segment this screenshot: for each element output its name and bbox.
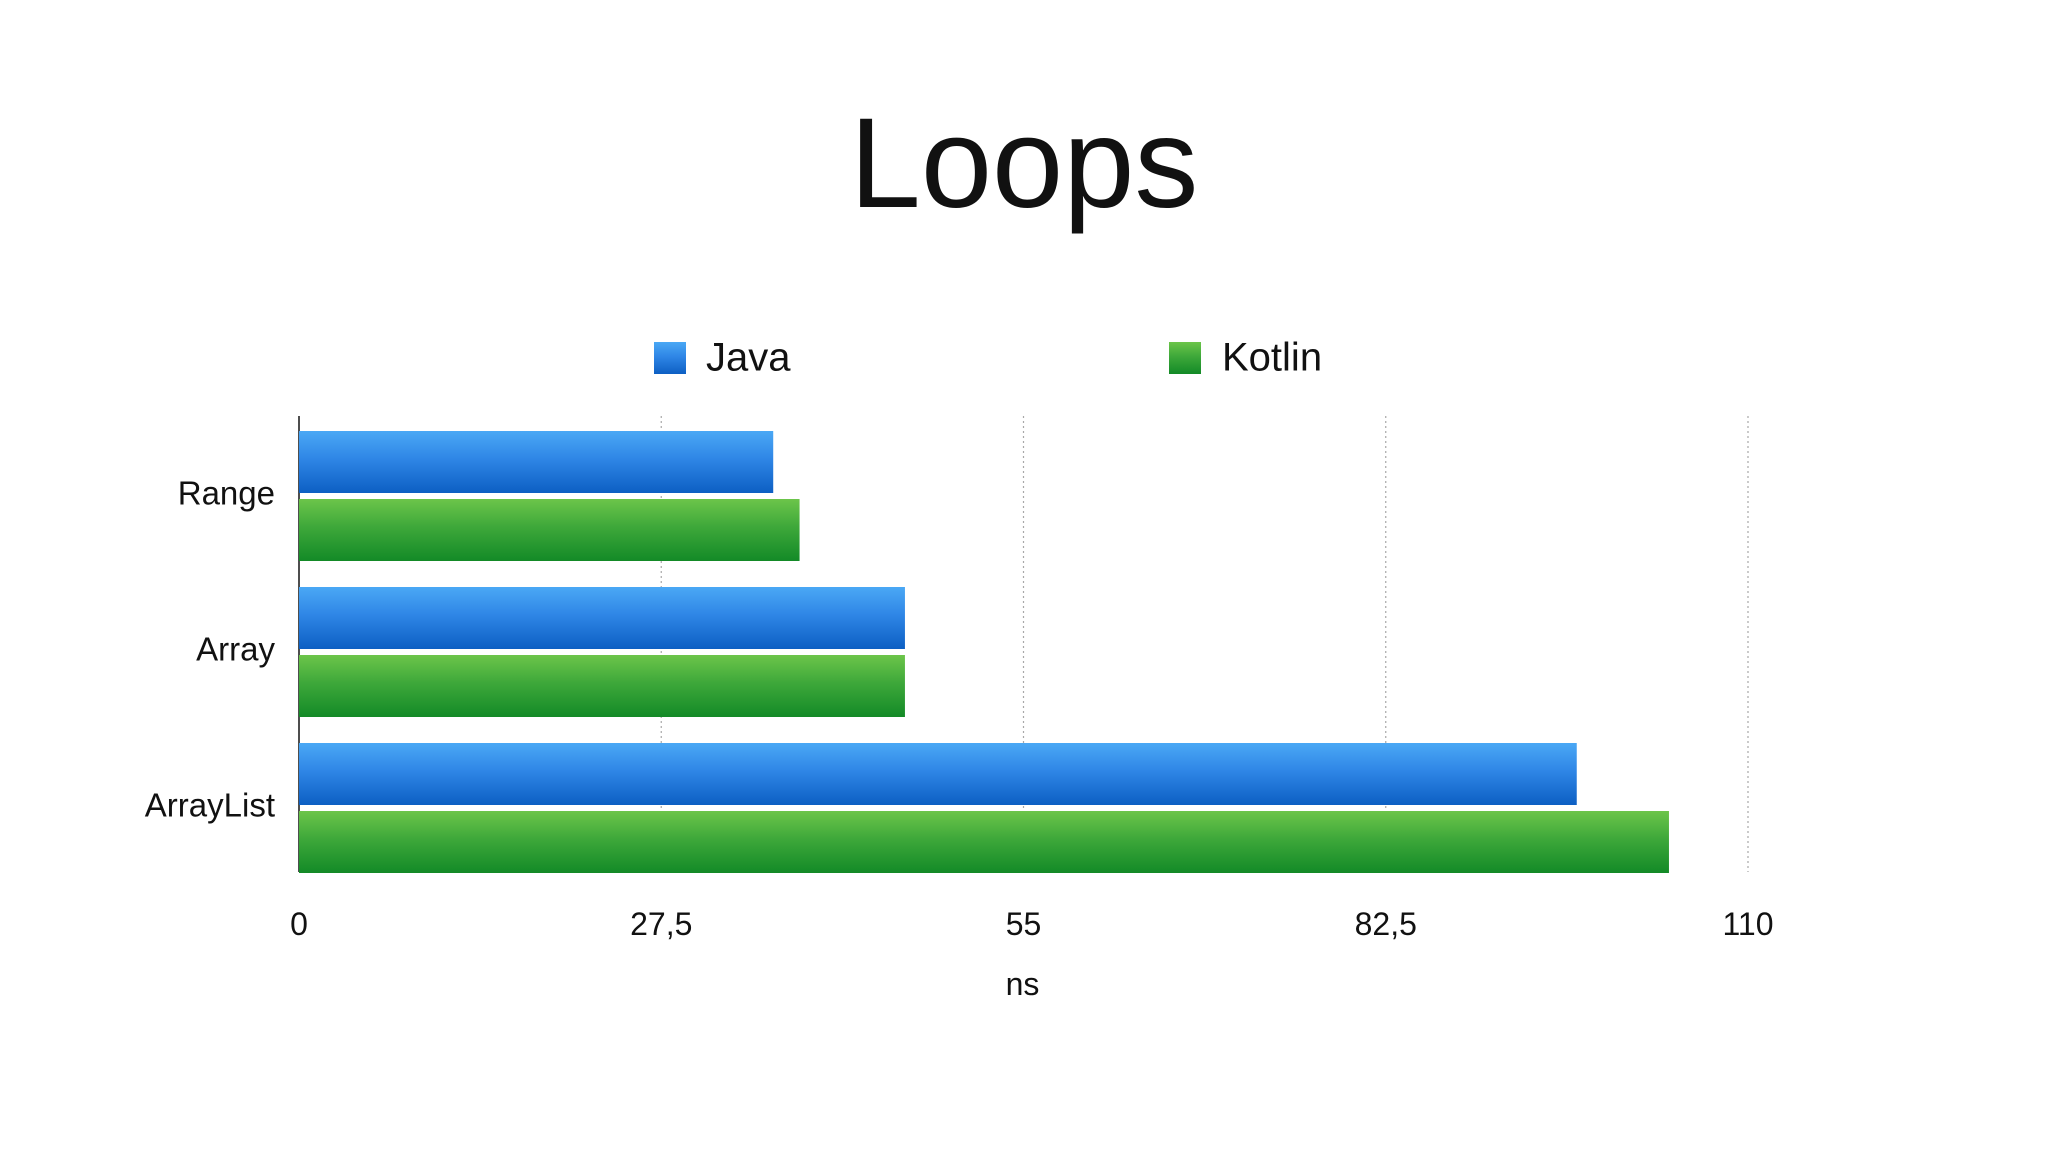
legend-label-kotlin: Kotlin bbox=[1222, 336, 1322, 380]
x-tick-label: 27,5 bbox=[630, 906, 692, 942]
x-tick-label: 0 bbox=[290, 906, 308, 942]
x-axis-title: ns bbox=[1006, 966, 1040, 1002]
category-label: ArrayList bbox=[145, 787, 275, 824]
bar-kotlin-range bbox=[299, 499, 800, 561]
x-tick-label: 55 bbox=[1006, 906, 1042, 942]
bar-kotlin-arraylist bbox=[299, 811, 1669, 873]
bar-java-range bbox=[299, 431, 774, 493]
category-label: Array bbox=[196, 631, 275, 668]
bar-java-arraylist bbox=[299, 743, 1577, 805]
bar-kotlin-array bbox=[299, 655, 905, 717]
legend-swatch-kotlin bbox=[1169, 342, 1201, 374]
x-tick-label: 110 bbox=[1722, 906, 1773, 942]
x-tick-label: 82,5 bbox=[1355, 906, 1417, 942]
chart-title: Loops bbox=[849, 92, 1199, 235]
legend-swatch-java bbox=[654, 342, 686, 374]
bar-java-array bbox=[299, 587, 905, 649]
legend-label-java: Java bbox=[706, 336, 791, 380]
category-label: Range bbox=[178, 475, 275, 512]
